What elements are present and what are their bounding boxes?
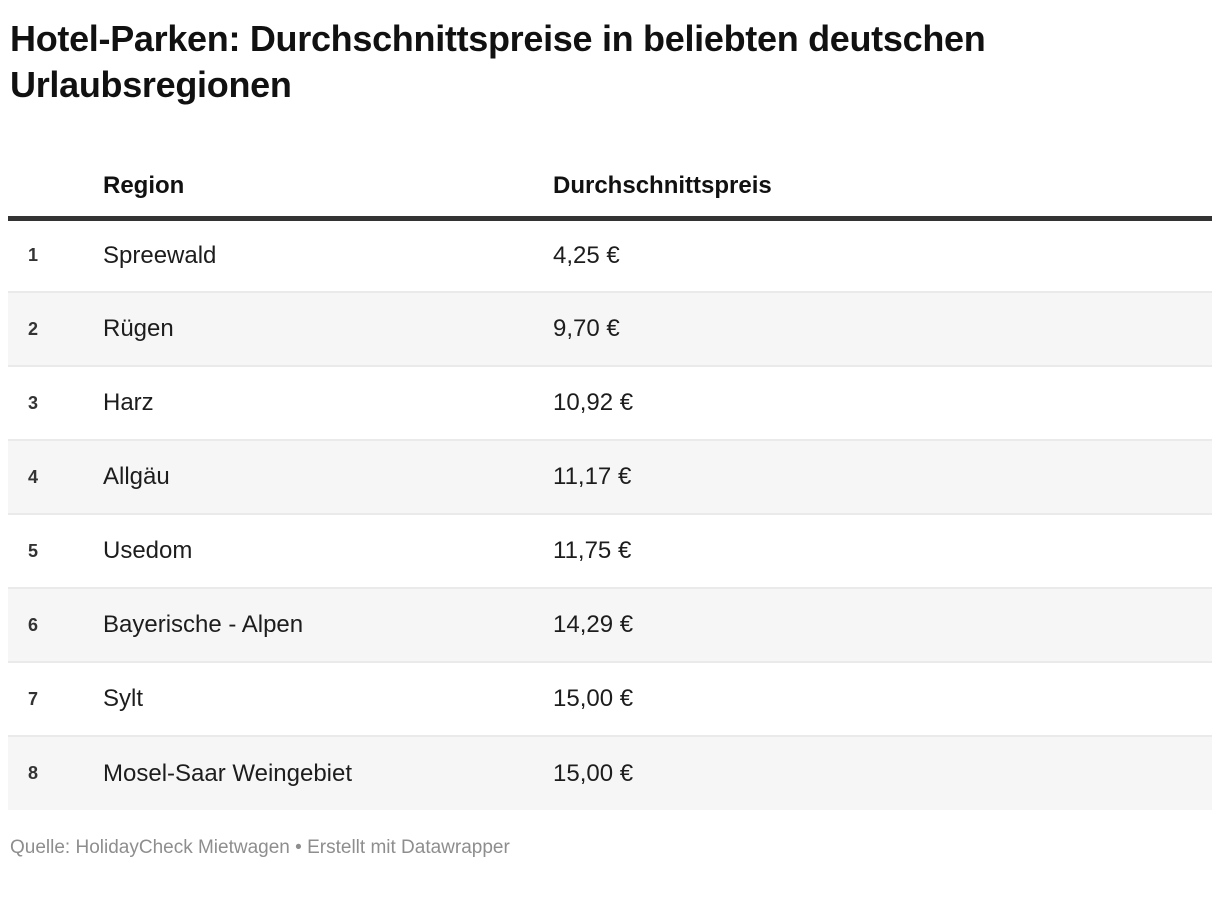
region-cell: Harz — [103, 365, 553, 440]
price-cell: 10,92 € — [553, 365, 1212, 440]
price-cell: 11,17 € — [553, 439, 1212, 514]
price-cell: 11,75 € — [553, 513, 1212, 588]
rank-column-header — [8, 156, 103, 221]
table-row: 8 Mosel-Saar Weingebiet 15,00 € — [8, 735, 1212, 810]
price-cell: 15,00 € — [553, 661, 1212, 736]
rank-cell: 5 — [8, 513, 103, 588]
source-text: Quelle: HolidayCheck Mietwagen — [10, 837, 290, 858]
price-cell: 9,70 € — [553, 291, 1212, 366]
chart-footer: Quelle: HolidayCheck Mietwagen • Erstell… — [10, 836, 1210, 860]
region-cell: Allgäu — [103, 439, 553, 514]
table-row: 4 Allgäu 11,17 € — [8, 439, 1212, 514]
rank-cell: 1 — [28, 245, 39, 266]
region-cell: Spreewald — [103, 241, 217, 269]
table-row: 7 Sylt 15,00 € — [8, 661, 1212, 736]
table-body: 1 Spreewald 4,25 € 2 Rügen 9,70 € 3 Harz… — [8, 218, 1212, 810]
rank-cell: 6 — [8, 587, 103, 662]
price-column-header: Durchschnittspreis — [553, 156, 1212, 221]
table-header: Region Durchschnittspreis — [8, 156, 1212, 221]
rank-cell: 8 — [8, 735, 103, 810]
region-cell: Sylt — [103, 661, 553, 736]
page-title: Hotel-Parken: Durchschnittspreise in bel… — [10, 18, 986, 105]
table-header-row: Region Durchschnittspreis — [8, 156, 1212, 221]
region-cell: Bayerische - Alpen — [103, 587, 553, 662]
table-row: 2 Rügen 9,70 € — [8, 291, 1212, 366]
table-row: 5 Usedom 11,75 € — [8, 513, 1212, 588]
table-row: 6 Bayerische - Alpen 14,29 € — [8, 587, 1212, 662]
region-cell: Mosel-Saar Weingebiet — [103, 735, 553, 810]
datawrapper-table-chart: Hotel-Parken: Durchschnittspreise in bel… — [0, 16, 1220, 904]
footer-separator: • — [295, 837, 302, 858]
rank-cell: 3 — [8, 365, 103, 440]
rank-cell: 2 — [8, 291, 103, 366]
price-cell: 4,25 € — [553, 241, 620, 269]
price-cell: 15,00 € — [553, 735, 1212, 810]
price-cell: 14,29 € — [553, 587, 1212, 662]
rank-cell: 4 — [8, 439, 103, 514]
region-column-header: Region — [103, 156, 553, 221]
datawrapper-attribution-link[interactable]: Erstellt mit Datawrapper — [307, 837, 510, 858]
region-cell: Usedom — [103, 513, 553, 588]
region-cell: Rügen — [103, 291, 553, 366]
table-row: 1 Spreewald 4,25 € — [8, 218, 1212, 292]
table-row: 3 Harz 10,92 € — [8, 365, 1212, 440]
data-table: Region Durchschnittspreis 1 Spreewald 4,… — [8, 156, 1212, 810]
rank-cell: 7 — [8, 661, 103, 736]
